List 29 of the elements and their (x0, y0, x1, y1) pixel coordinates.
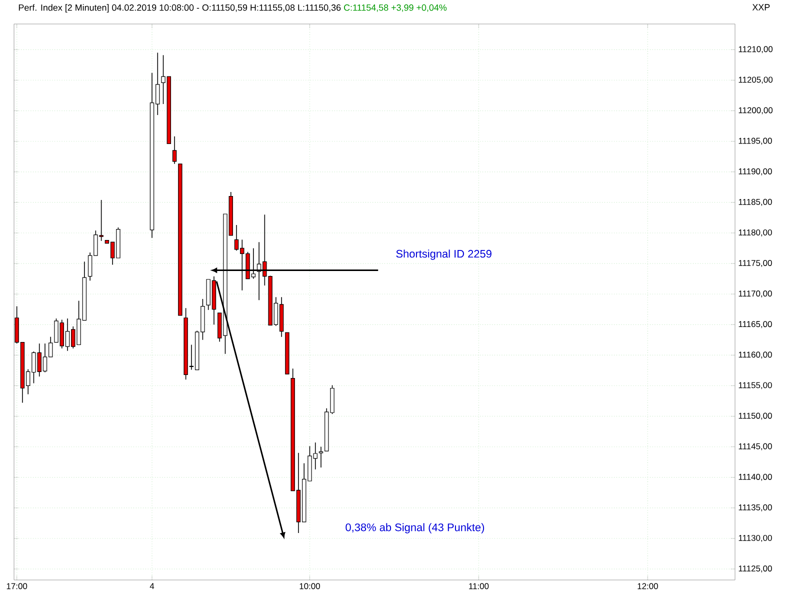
y-tick-label: 11190,00 (738, 168, 772, 176)
y-tick-label: 11145,00 (738, 443, 772, 450)
x-tick-label: 17:00 (6, 583, 28, 590)
x-tick-label: 4 (150, 583, 154, 589)
annotation: Shortsignal ID 2259 (396, 250, 492, 260)
y-tick-label: 11125,00 (738, 565, 772, 572)
candlestick (172, 136, 177, 164)
y-tick-label: 11200,00 (738, 107, 773, 114)
y-tick-label: 11210,00 (738, 46, 773, 54)
y-tick-label: 11130,00 (738, 534, 772, 542)
chart-title: Perf. Index [2 Minuten] 04.02.2019 10:08:00 - O:11150,59 H:11155,08 L:11150,36 (18, 4, 341, 13)
x-tick-label: 10:00 (300, 583, 320, 590)
chart-subtitle: C:11154,58 +3,99 +0,04% (344, 4, 447, 12)
y-tick-label: 11150,00 (738, 412, 772, 420)
y-tick-label: 11175,00 (738, 260, 772, 267)
y-axis-title: XXP (752, 4, 770, 10)
y-tick-label: 11155,00 (738, 382, 772, 390)
x-tick-label: 11:00 (469, 583, 489, 590)
y-tick-label: 11170,00 (738, 290, 772, 298)
y-tick-label: 11135,00 (738, 504, 772, 512)
y-tick-label: 11195,00 (738, 138, 772, 145)
x-tick-label: 12:00 (638, 583, 658, 590)
y-tick-label: 11180,00 (738, 229, 772, 236)
y-tick-label: 11205,00 (738, 76, 773, 84)
y-tick-label: 11160,00 (738, 352, 772, 359)
y-tick-label: 11185,00 (738, 198, 772, 206)
annotation: 0,38% ab Signal (43 Punkte) (346, 523, 484, 534)
y-tick-label: 11140,00 (738, 474, 772, 481)
y-tick-label: 11165,00 (738, 321, 772, 328)
